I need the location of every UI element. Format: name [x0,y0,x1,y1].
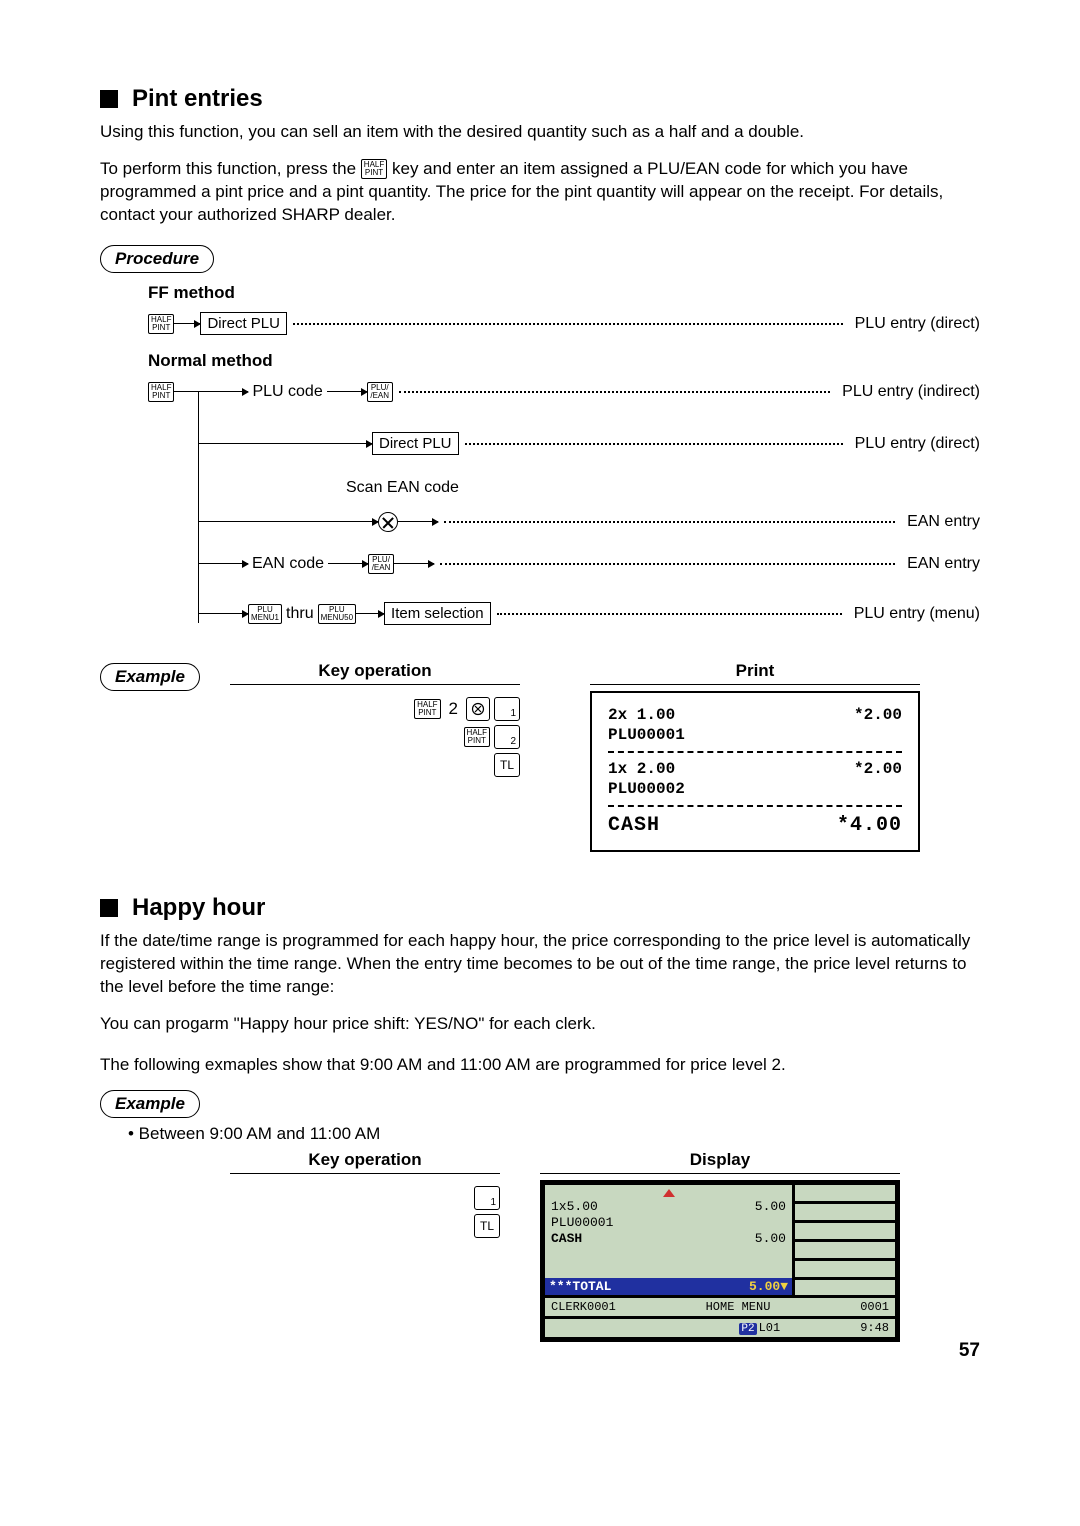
bullet-square-icon-2 [100,899,118,917]
numeric-1-key-2: 1 [474,1186,500,1210]
ff-method-label: FF method [148,283,980,303]
key-operation-head: Key operation [230,661,520,685]
ean-entry-label-1: EAN entry [901,513,980,531]
normal-method-label: Normal method [148,351,980,371]
receipt-l4: PLU00002 [608,779,902,799]
ff-method-diagram: HALF PINT Direct PLU PLU entry (direct) [148,307,980,341]
happy-hour-heading: Happy hour [100,894,980,922]
happy-bullet: • Between 9:00 AM and 11:00 AM [128,1124,980,1144]
half-pint-key-2: HALF PINT [148,382,174,402]
pos-pz: P2 [739,1323,756,1335]
pos-seq: 0001 [860,1300,889,1314]
happy-para-1: If the date/time range is programmed for… [100,930,980,999]
happy-para-3: The following exmaples show that 9:00 AM… [100,1054,980,1077]
page-number: 57 [959,1340,980,1362]
up-arrow-icon [663,1189,675,1197]
numeric-1-key: 1 [494,697,520,721]
key-operation-head-2: Key operation [230,1150,500,1174]
display-head: Display [540,1150,900,1174]
scan-icon [378,512,398,532]
pos-l2: PLU00001 [551,1215,786,1231]
pos-l1a: 1x5.00 [551,1199,598,1215]
procedure-pill: Procedure [100,245,214,273]
print-receipt: 2x 1.00 *2.00 PLU00001 1x 2.00 *2.00 PLU00… [590,691,920,852]
happy-title-text: Happy hour [132,894,265,922]
plu-ean-key: PLU/ /EAN [367,382,393,402]
multiply-key [466,697,490,721]
pos-total-bar: ***TOTAL 5.00▼ [545,1278,792,1296]
pint-title-text: Pint entries [132,85,263,113]
plu-code-label: PLU code [248,383,326,401]
pint-para2-pre: To perform this function, press the [100,159,361,178]
receipt-cash: CASH [608,813,660,838]
pos-time: 9:48 [860,1321,889,1335]
bullet-square-icon [100,90,118,108]
pos-status-bar-2: P2L01 9:48 [545,1319,895,1337]
pos-lvl: L01 [759,1321,781,1335]
print-head: Print [590,661,920,685]
pos-total-label: ***TOTAL [549,1279,611,1295]
plu-menu1-key: PLU MENU1 [248,604,282,624]
normal-method-diagram: HALF PINT PLU code PLU/ /EAN PLU entry (… [148,375,980,631]
receipt-total: *4.00 [837,813,902,838]
pos-home: HOME MENU [706,1300,771,1314]
plu-ean-key-2: PLU/ /EAN [368,554,394,574]
pos-l1b: 5.00 [755,1199,786,1215]
pos-display: 1x5.00 5.00 PLU00001 CASH 5.00 ***TOTAL 5.… [540,1180,900,1342]
item-selection-box: Item selection [384,602,491,625]
pos-l3a: CASH [551,1231,582,1247]
half-pint-key-op-2: HALF PINT [464,727,490,747]
receipt-l1b: *2.00 [854,705,902,725]
plu-entry-menu-label: PLU entry (menu) [848,605,980,623]
example-pill-2: Example [100,1090,200,1118]
direct-plu-box-2: Direct PLU [372,432,459,455]
pos-side-panel [795,1185,895,1295]
pint-entries-heading: Pint entries [100,85,980,113]
pos-status-bar: CLERK0001 HOME MENU 0001 [545,1298,895,1316]
receipt-l3a: 1x 2.00 [608,759,675,779]
plu-entry-direct-label: PLU entry (direct) [849,315,980,333]
scan-ean-label: Scan EAN code [342,479,463,497]
half-pint-key: HALF PINT [148,314,174,334]
happy-para-2: You can progarm "Happy hour price shift:… [100,1013,980,1036]
plu-menu50-key: PLU MENU50 [318,604,356,624]
key-2-text: 2 [445,699,462,719]
pint-para-2: To perform this function, press the HALF… [100,158,980,227]
pint-para-1: Using this function, you can sell an ite… [100,121,980,144]
example-pill-1: Example [100,663,200,691]
tl-key: TL [494,753,520,777]
pos-l3b: 5.00 [755,1231,786,1247]
plu-entry-direct-label-2: PLU entry (direct) [849,435,980,453]
key-line2: PINT [365,169,383,177]
ean-entry-label-2: EAN entry [901,555,980,573]
tl-key-2: TL [474,1214,500,1238]
pos-main-panel: 1x5.00 5.00 PLU00001 CASH 5.00 ***TOTAL 5.… [545,1185,792,1295]
ean-code-label: EAN code [248,555,328,573]
half-pint-key-op: HALF PINT [414,699,440,719]
receipt-l3b: *2.00 [854,759,902,779]
receipt-l1a: 2x 1.00 [608,705,675,725]
pos-total-amt: 5.00 [749,1279,780,1294]
pos-clerk: CLERK0001 [551,1300,616,1314]
thru-label: thru [282,605,318,623]
plu-entry-indirect-label: PLU entry (indirect) [836,383,980,401]
receipt-l2: PLU00001 [608,725,902,745]
half-pint-key-inline: HALF PINT [361,159,387,179]
numeric-2-key: 2 [494,725,520,749]
direct-plu-box: Direct PLU [200,312,287,335]
